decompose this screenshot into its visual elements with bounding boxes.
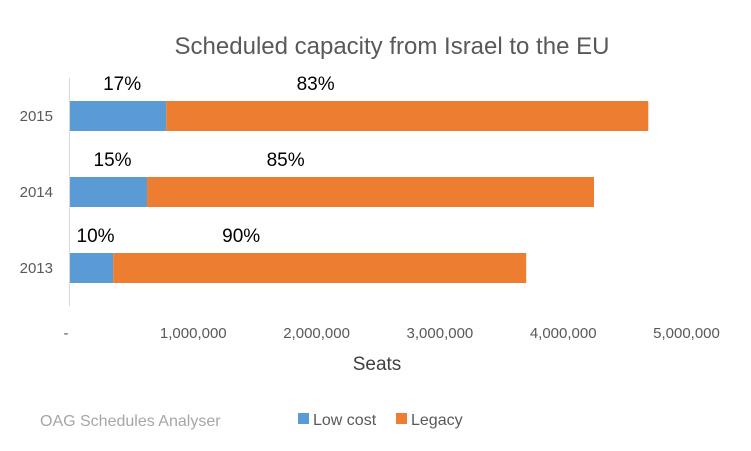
bar-low-cost-2013 [70, 253, 114, 283]
bars-group [70, 101, 649, 283]
x-tick-label: 5,000,000 [653, 325, 720, 342]
chart-title: Scheduled capacity from Israel to the EU [175, 33, 610, 60]
legend-swatch-low-cost [298, 413, 309, 424]
bar-legacy-2014 [147, 177, 595, 207]
data-label-low-cost-2015: 17% [103, 74, 141, 95]
x-tick-label: - [64, 325, 69, 342]
category-label-2015: 2015 [20, 108, 53, 125]
x-tick-label: 2,000,000 [283, 325, 350, 342]
legend-swatch-legacy [396, 413, 407, 424]
data-label-low-cost-2014: 15% [94, 150, 132, 171]
data-label-legacy-2015: 83% [297, 74, 335, 95]
category-labels: 2015 2014 2013 [20, 108, 53, 277]
x-tick-labels: - 1,000,000 2,000,000 3,000,000 4,000,000 5,0… [64, 325, 720, 342]
x-tick-label: 4,000,000 [530, 325, 597, 342]
x-tick-label: 1,000,000 [160, 325, 227, 342]
x-tick-label: 3,000,000 [407, 325, 474, 342]
bar-legacy-2015 [166, 101, 649, 131]
bar-legacy-2013 [113, 253, 527, 283]
bar-low-cost-2015 [70, 101, 167, 131]
data-label-legacy-2013: 90% [222, 226, 260, 247]
data-labels: 17% 83% 15% 85% 10% 90% [77, 74, 335, 247]
x-axis-title: Seats [353, 354, 402, 375]
data-label-legacy-2014: 85% [267, 150, 305, 171]
legend: Low cost Legacy [298, 412, 463, 429]
legend-label-legacy: Legacy [411, 412, 463, 429]
source-note: OAG Schedules Analyser [40, 413, 221, 430]
category-label-2014: 2014 [20, 184, 53, 201]
bar-low-cost-2014 [70, 177, 148, 207]
legend-label-low-cost: Low cost [313, 412, 377, 429]
category-label-2013: 2013 [20, 260, 53, 277]
data-label-low-cost-2013: 10% [77, 226, 115, 247]
